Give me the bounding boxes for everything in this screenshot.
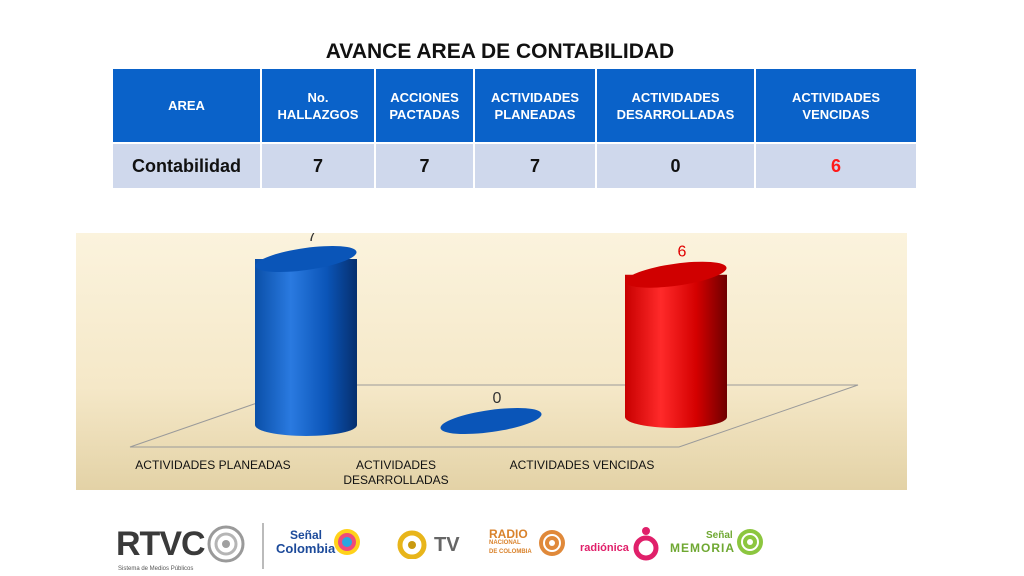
bar-top — [440, 407, 542, 435]
table-cell-planeadas: 7 — [474, 142, 597, 188]
table-cell-hallazgos: 7 — [261, 142, 376, 188]
data-label: 6 — [678, 244, 687, 261]
table-header-cell: No. HALLAZGOS — [261, 69, 376, 143]
bar-body — [255, 259, 357, 436]
radionica-icon — [633, 527, 659, 561]
table-row: Contabilidad 7 7 7 0 6 — [113, 142, 916, 188]
radionica-logo-text: radiónica — [580, 542, 629, 554]
table-header-cell: ACTIVIDADES DESARROLLADAS — [596, 69, 756, 143]
table-header-cell: ACTIVIDADES VENCIDAS — [755, 69, 916, 143]
header-text: No. HALLAZGOS — [277, 89, 359, 122]
bar-2 — [440, 407, 542, 435]
tv-swirl-icon — [397, 530, 427, 559]
footer-logos: RTVC Sistema de Medios Públicos Señal Co… — [0, 515, 1024, 576]
senal-colombia-bottom: Colombia — [276, 541, 336, 556]
bar-3 — [625, 261, 727, 428]
senal-memoria-swirl-icon — [737, 529, 763, 555]
category-label: ACTIVIDADES VENCIDAS — [510, 458, 655, 472]
tv-logo-text: TV — [434, 534, 460, 556]
chart-svg: 7 0 6 ACTIVIDADES PLANEADAS ACTIVIDADES DESA… — [129, 233, 859, 487]
table-cell-area: Contabilidad — [113, 142, 262, 188]
data-label: 7 — [308, 233, 317, 245]
bar-top — [255, 245, 357, 273]
table-header-cell: ACTIVIDADES PLANEADAS — [474, 69, 597, 143]
bar-top — [625, 261, 727, 288]
table-cell-desarrolladas: 0 — [596, 142, 756, 188]
senal-colombia-swirl-icon — [334, 529, 360, 555]
senal-memoria-top: Señal — [706, 530, 733, 541]
category-label: ACTIVIDADES DESARROLLADAS — [343, 458, 448, 487]
rtvc-logo: RTVC Sistema de Medios Públicos — [116, 525, 206, 572]
summary-table: AREA No. HALLAZGOS ACCIONES PACTADAS ACT… — [113, 69, 916, 188]
chart-floor — [129, 384, 859, 448]
rtvc-swirl-icon — [207, 525, 245, 563]
category-label: ACTIVIDADES PLANEADAS — [135, 458, 290, 472]
radio-nacional-sub2: DE COLOMBIA — [489, 549, 532, 555]
table-cell-acciones: 7 — [375, 142, 475, 188]
data-label: 0 — [493, 390, 502, 407]
bar-1 — [255, 245, 357, 436]
table-header-row: AREA No. HALLAZGOS ACCIONES PACTADAS ACT… — [113, 69, 916, 143]
header-text: ACTIVIDADES VENCIDAS — [791, 89, 881, 122]
rtvc-logo-text: RTVC — [116, 525, 206, 563]
senal-colombia-logo: Señal Colombia — [276, 528, 336, 556]
bar-chart: 7 0 6 ACTIVIDADES PLANEADAS ACTIVIDADES DESA… — [76, 233, 907, 490]
table-header-cell: AREA — [113, 69, 262, 143]
senal-memoria-bottom: MEMORIA — [670, 541, 735, 555]
header-text: ACTIVIDADES PLANEADAS — [490, 89, 580, 122]
bar-body — [625, 274, 727, 428]
senal-memoria-logo: Señal MEMORIA — [670, 529, 735, 555]
rtvc-logo-subtitle: Sistema de Medios Públicos — [118, 566, 194, 572]
radio-nacional-sub1: NACIONAL — [489, 540, 521, 546]
page-title: AVANCE AREA DE CONTABILIDAD — [325, 40, 675, 63]
senal-colombia-top: Señal — [290, 528, 323, 542]
radio-nacional-swirl-icon — [539, 530, 565, 556]
header-text: ACTIVIDADES DESARROLLADAS — [616, 89, 735, 122]
header-text: ACCIONES PACTADAS — [389, 89, 460, 122]
radio-nacional-title: RADIO — [489, 527, 528, 541]
table-header-cell: ACCIONES PACTADAS — [375, 69, 475, 143]
radio-nacional-logo: RADIO NACIONAL DE COLOMBIA — [489, 527, 532, 557]
footer-divider — [262, 523, 264, 569]
table-cell-vencidas: 6 — [755, 142, 916, 188]
